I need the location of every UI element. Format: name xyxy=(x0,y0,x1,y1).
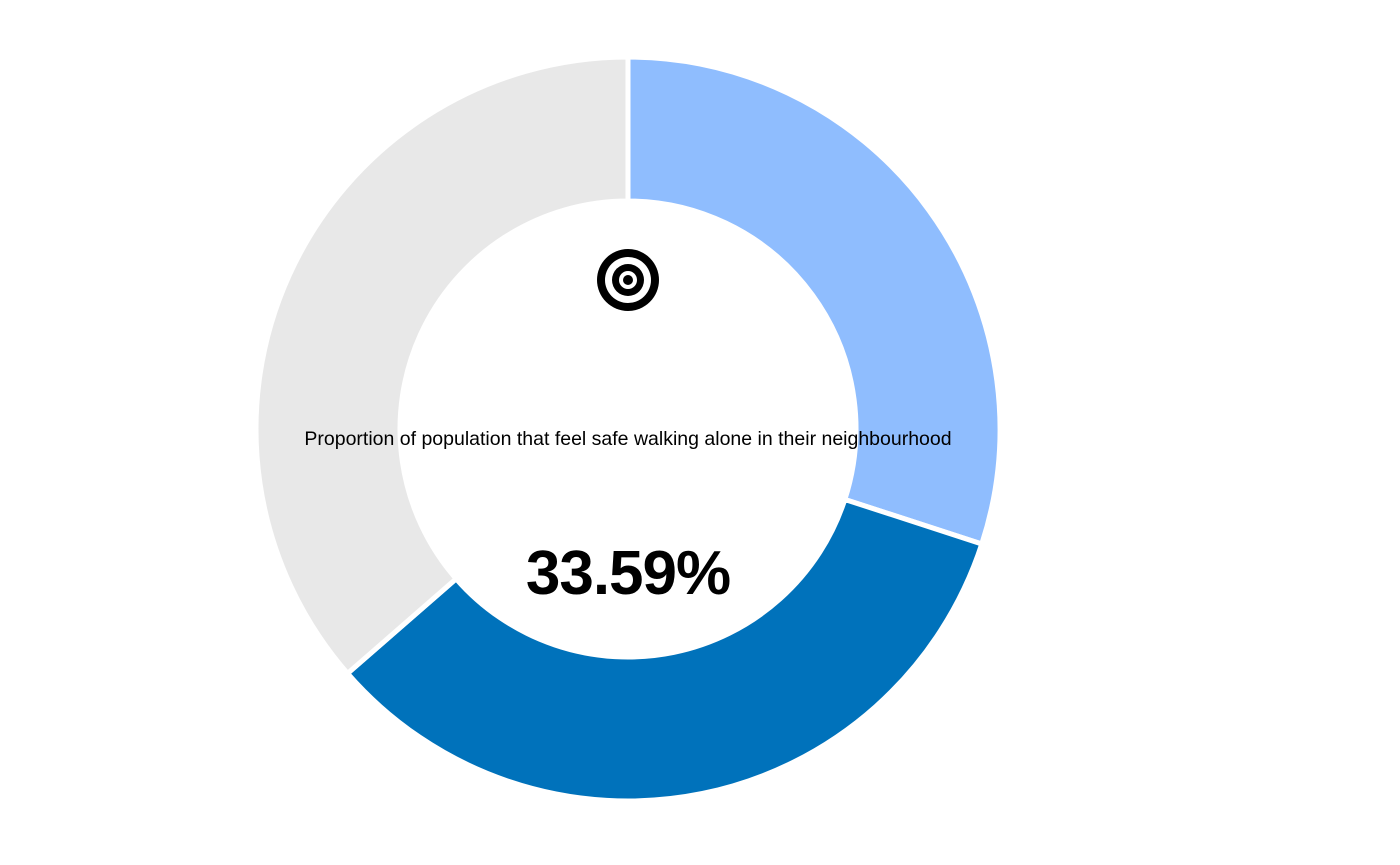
donut-segment-2 xyxy=(344,496,985,804)
target-icon xyxy=(597,249,659,311)
donut-segment-1 xyxy=(625,54,1003,548)
center-label: Proportion of population that feel safe … xyxy=(304,428,952,450)
donut-segment-3 xyxy=(253,54,631,677)
center-value: 33.59% xyxy=(525,539,731,608)
